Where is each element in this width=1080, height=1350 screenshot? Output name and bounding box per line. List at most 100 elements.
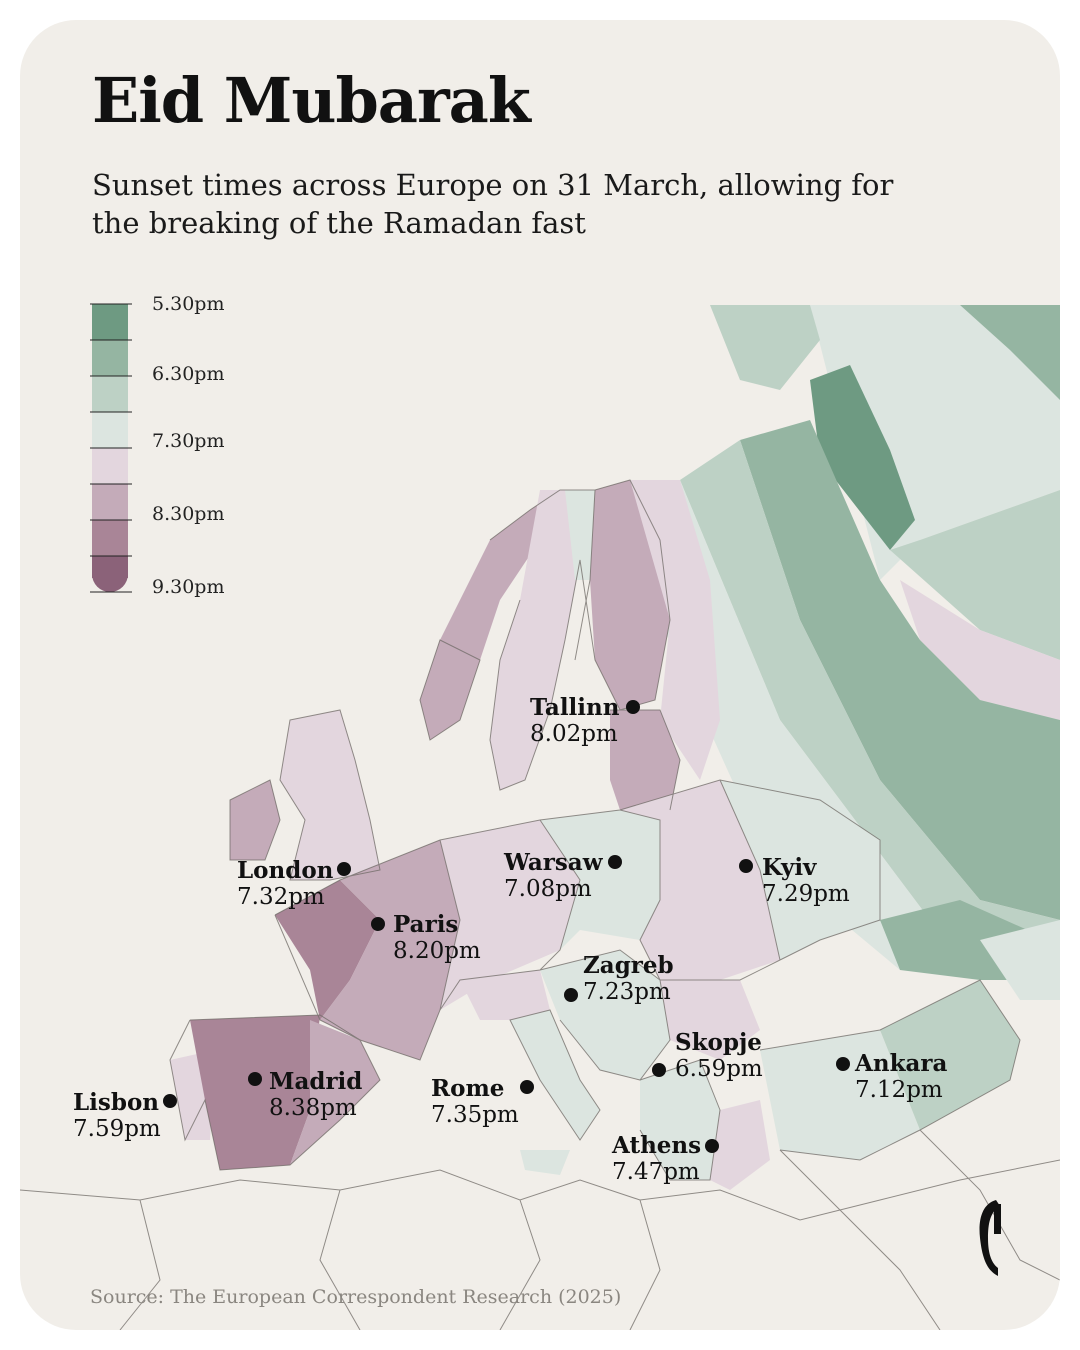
city-name: Athens	[611, 1132, 701, 1159]
region-ireland	[230, 780, 280, 860]
source-note: Source: The European Correspondent Resea…	[90, 1286, 622, 1308]
city-sunset-time: 8.38pm	[269, 1095, 357, 1121]
city-dot	[739, 859, 753, 873]
region-balkans-east	[660, 980, 760, 1060]
sunset-time-regions	[170, 305, 1060, 1190]
infographic-card: Tallinn 8.02pm London 7.32pm Warsaw 7.08pm Kyi…	[20, 20, 1060, 1330]
city-name: Kyiv	[762, 854, 817, 881]
region-russia-west	[630, 480, 720, 780]
legend-label-1: 6.30pm	[152, 363, 225, 385]
city-dot	[248, 1072, 262, 1086]
region-italy-north	[460, 970, 550, 1020]
page-subtitle: Sunset times across Europe on 31 March, …	[92, 168, 894, 240]
region-east-band-2	[960, 305, 1060, 400]
city-sunset-time: 7.12pm	[855, 1077, 943, 1103]
legend-color-bar	[90, 303, 132, 593]
region-caucasus	[980, 920, 1060, 1000]
city-sunset-time: 7.29pm	[762, 881, 850, 907]
city-dot	[163, 1094, 177, 1108]
city-name: Warsaw	[503, 849, 604, 876]
legend-swatch	[92, 340, 128, 376]
city-sunset-time: 7.47pm	[612, 1159, 700, 1185]
region-ukraine-east	[720, 780, 880, 960]
city-name: Paris	[393, 911, 458, 938]
region-sicily	[520, 1150, 570, 1175]
legend-label-2: 7.30pm	[152, 430, 225, 452]
city-dot	[836, 1057, 850, 1071]
legend-label-0: 5.30pm	[152, 293, 225, 315]
city-sunset-time: 7.23pm	[583, 979, 671, 1005]
city-sunset-time: 7.59pm	[73, 1116, 161, 1142]
region-norway	[420, 490, 560, 740]
city-dot	[520, 1080, 534, 1094]
city-name: Skopje	[675, 1029, 762, 1056]
region-east-band-7	[680, 440, 1060, 980]
city-dot	[626, 700, 640, 714]
city-sunset-time: 7.35pm	[431, 1102, 519, 1128]
region-france-central	[320, 840, 460, 1060]
region-turkey-west	[760, 1030, 920, 1160]
city-dot	[705, 1139, 719, 1153]
region-aegean	[710, 1100, 770, 1190]
correspondent-logo-icon	[979, 1200, 1001, 1276]
city-dot	[652, 1063, 666, 1077]
city-dot	[371, 917, 385, 931]
city-sunset-time: 6.59pm	[675, 1056, 763, 1082]
city-name: Madrid	[269, 1068, 362, 1095]
city-name: Lisbon	[73, 1089, 159, 1116]
city-sunset-time: 7.08pm	[504, 876, 592, 902]
legend-label-4: 9.30pm	[152, 576, 225, 598]
legend-swatch	[92, 484, 128, 520]
region-east-band-5	[900, 580, 1060, 720]
region-sweden-north	[565, 490, 595, 580]
region-sweden	[490, 490, 595, 790]
region-turkey-east	[880, 980, 1020, 1130]
region-north-kola	[710, 305, 820, 390]
region-baltics	[610, 710, 680, 810]
page-title: Eid Mubarak	[92, 64, 531, 137]
region-east-band-4	[890, 490, 1060, 660]
city-sunset-time: 8.20pm	[393, 938, 481, 964]
region-greece	[640, 1060, 720, 1180]
region-italy-south	[510, 1010, 600, 1140]
legend-swatch	[92, 412, 128, 448]
region-east-band-3	[810, 365, 915, 550]
region-east-band-6	[740, 420, 1060, 920]
city-sunset-time: 7.32pm	[237, 884, 325, 910]
legend-swatch	[92, 304, 128, 340]
legend-swatch	[92, 448, 128, 484]
legend-swatch-cap	[92, 556, 128, 592]
city-name: Zagreb	[583, 952, 674, 979]
region-germany-benelux	[440, 820, 580, 1010]
region-great-britain	[280, 710, 380, 880]
city-name: London	[237, 857, 334, 884]
city-dot	[337, 862, 351, 876]
city-dot	[608, 855, 622, 869]
region-spain-west	[190, 1015, 320, 1170]
legend-label-3: 8.30pm	[152, 503, 225, 525]
legend-swatch	[92, 520, 128, 556]
city-dot	[564, 988, 578, 1002]
city-name: Tallinn	[530, 694, 620, 721]
city-name: Ankara	[854, 1050, 948, 1077]
city-sunset-time: 8.02pm	[530, 721, 618, 747]
region-spain-east	[290, 1020, 380, 1165]
legend-swatch	[92, 376, 128, 412]
region-balkans-west	[540, 950, 670, 1080]
city-name: Rome	[431, 1075, 504, 1102]
region-france-west	[275, 880, 380, 1020]
